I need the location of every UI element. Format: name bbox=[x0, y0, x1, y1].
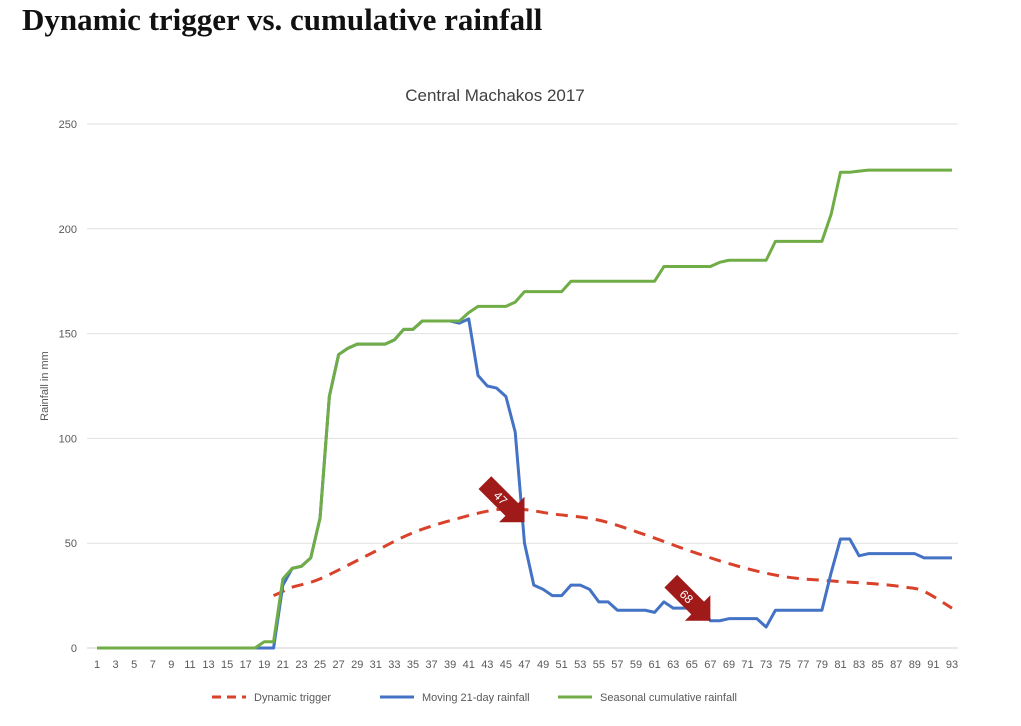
x-tick-label: 69 bbox=[723, 659, 735, 671]
x-tick-label: 3 bbox=[113, 659, 119, 671]
series-line-moving-21-day-rainfall bbox=[97, 317, 952, 650]
x-tick-label: 73 bbox=[760, 659, 772, 671]
x-tick-label: 9 bbox=[168, 659, 174, 671]
page-title: Dynamic trigger vs. cumulative rainfall bbox=[22, 2, 543, 37]
x-tick-label: 91 bbox=[927, 659, 939, 671]
x-tick-label: 17 bbox=[240, 659, 252, 671]
x-tick-label: 79 bbox=[816, 659, 828, 671]
x-tick-label: 15 bbox=[221, 659, 233, 671]
legend-label: Dynamic trigger bbox=[254, 692, 331, 704]
x-tick-label: 35 bbox=[407, 659, 419, 671]
y-tick-label: 150 bbox=[59, 329, 77, 341]
arrow-icon bbox=[664, 574, 711, 621]
x-tick-label: 25 bbox=[314, 659, 326, 671]
y-tick-label: 200 bbox=[59, 224, 77, 236]
y-tick-label: 250 bbox=[59, 119, 77, 131]
x-tick-label: 71 bbox=[741, 659, 753, 671]
x-tick-label: 77 bbox=[797, 659, 809, 671]
x-tick-label: 21 bbox=[277, 659, 289, 671]
x-tick-label: 19 bbox=[258, 659, 270, 671]
y-tick-label: 100 bbox=[59, 433, 77, 445]
x-tick-label: 59 bbox=[630, 659, 642, 671]
x-tick-label: 7 bbox=[150, 659, 156, 671]
x-tick-label: 47 bbox=[518, 659, 530, 671]
x-tick-label: 87 bbox=[890, 659, 902, 671]
x-tick-label: 13 bbox=[202, 659, 214, 671]
legend-label: Seasonal cumulative rainfall bbox=[600, 692, 737, 704]
x-tick-label: 37 bbox=[425, 659, 437, 671]
x-tick-label: 43 bbox=[481, 659, 493, 671]
x-tick-label: 67 bbox=[704, 659, 716, 671]
x-tick-label: 5 bbox=[131, 659, 137, 671]
x-tick-label: 89 bbox=[909, 659, 921, 671]
x-tick-label: 93 bbox=[946, 659, 958, 671]
x-tick-label: 57 bbox=[611, 659, 623, 671]
x-tick-label: 1 bbox=[94, 659, 100, 671]
x-tick-label: 49 bbox=[537, 659, 549, 671]
y-tick-label: 50 bbox=[65, 538, 77, 550]
x-tick-label: 27 bbox=[333, 659, 345, 671]
y-axis-label: Rainfall in mm bbox=[39, 351, 51, 421]
x-tick-label: 65 bbox=[686, 659, 698, 671]
x-tick-label: 31 bbox=[370, 659, 382, 671]
x-tick-label: 11 bbox=[184, 659, 195, 671]
x-tick-label: 51 bbox=[556, 659, 568, 671]
x-tick-label: 23 bbox=[295, 659, 307, 671]
x-tick-label: 53 bbox=[574, 659, 586, 671]
x-tick-label: 85 bbox=[872, 659, 884, 671]
x-tick-label: 29 bbox=[351, 659, 363, 671]
arrow-icon bbox=[478, 476, 525, 523]
x-tick-label: 61 bbox=[648, 659, 660, 671]
x-tick-label: 55 bbox=[593, 659, 605, 671]
x-tick-label: 83 bbox=[853, 659, 865, 671]
x-tick-label: 33 bbox=[388, 659, 400, 671]
arrow-annotation: 68 bbox=[664, 574, 711, 621]
series-line-dynamic-trigger bbox=[272, 507, 953, 610]
x-tick-label: 45 bbox=[500, 659, 512, 671]
x-tick-label: 41 bbox=[463, 659, 475, 671]
x-tick-label: 81 bbox=[834, 659, 846, 671]
series-line-seasonal-cumulative-rainfall bbox=[97, 168, 952, 650]
x-tick-label: 39 bbox=[444, 659, 456, 671]
chart-title: Central Machakos 2017 bbox=[405, 86, 585, 105]
x-tick-label: 63 bbox=[667, 659, 679, 671]
y-tick-label: 0 bbox=[71, 643, 77, 655]
arrow-annotation: 47 bbox=[478, 476, 525, 523]
x-tick-label: 75 bbox=[779, 659, 791, 671]
legend-label: Moving 21-day rainfall bbox=[422, 692, 530, 704]
